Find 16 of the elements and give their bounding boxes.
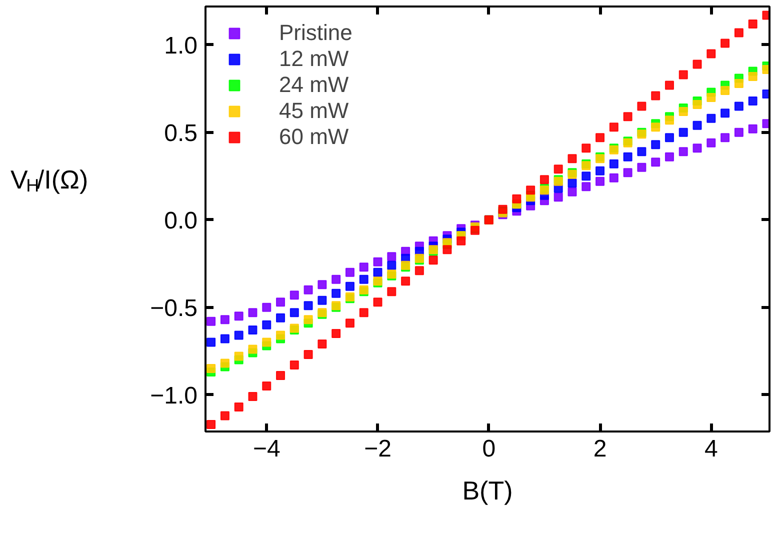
y-tick-label: −0.5	[150, 294, 198, 322]
x-tick-label: 4	[704, 436, 718, 462]
y-tick-label: 0.0	[164, 207, 198, 234]
x-tick-label: −2	[364, 436, 392, 462]
legend-label: Pristine	[279, 20, 352, 46]
x-axis-title: B(T)	[462, 476, 513, 506]
x-tick-label: 0	[482, 436, 496, 462]
x-tick-label: 2	[593, 436, 607, 462]
y-tick-label: −1.0	[150, 382, 198, 410]
legend-label: 60 mW	[279, 124, 349, 150]
y-tick-label: 0.5	[164, 120, 198, 147]
legend-label: 12 mW	[279, 46, 349, 72]
legend-label: 45 mW	[279, 98, 349, 124]
legend-label: 24 mW	[279, 72, 349, 98]
x-tick-label: −4	[252, 436, 280, 462]
y-tick-label: 1.0	[164, 32, 198, 60]
